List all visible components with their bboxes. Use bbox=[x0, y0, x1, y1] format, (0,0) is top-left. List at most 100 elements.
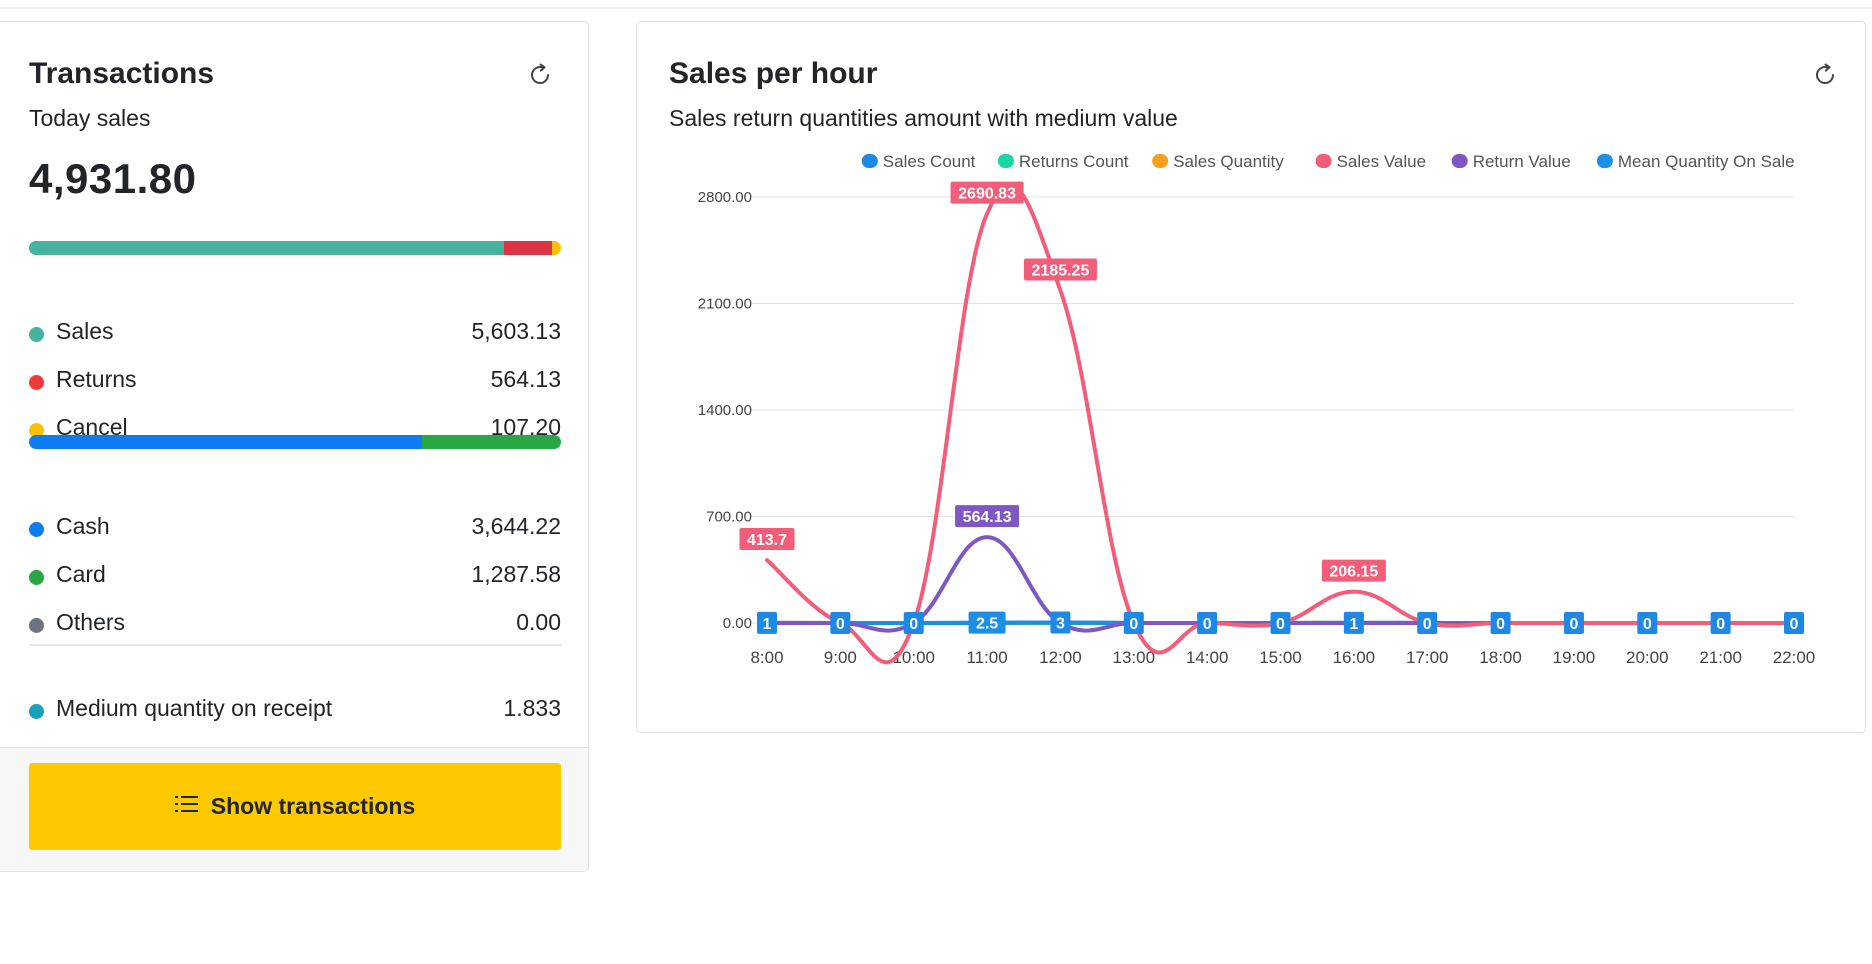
data-label-box bbox=[757, 611, 777, 634]
refresh-icon[interactable] bbox=[527, 62, 553, 88]
payment-row-cash: Cash 3,644.22 bbox=[29, 513, 561, 543]
x-tick-label: 10:00 bbox=[892, 648, 935, 667]
row-value: 5,603.13 bbox=[471, 318, 561, 344]
data-label-box bbox=[1343, 611, 1364, 634]
data-label: 0 bbox=[1790, 616, 1799, 633]
x-tick-label: 20:00 bbox=[1626, 648, 1669, 667]
legend-entry: Sales Value bbox=[1337, 152, 1426, 171]
x-tick-label: 16:00 bbox=[1333, 648, 1376, 667]
sales-per-hour-card: Sales per hour Sales return quantities a… bbox=[636, 21, 1866, 733]
sales-dot bbox=[29, 327, 44, 342]
row-label: Others bbox=[56, 609, 126, 635]
legend-entry: Sales Quantity bbox=[1173, 152, 1284, 171]
data-label: 0 bbox=[836, 616, 845, 633]
y-tick-label: 1400.00 bbox=[698, 402, 752, 419]
y-tick-label: 2800.00 bbox=[698, 189, 752, 206]
data-label-box bbox=[1321, 559, 1386, 582]
data-label: 0 bbox=[1423, 616, 1432, 633]
list-icon bbox=[174, 793, 199, 821]
legend-entry: Returns Count bbox=[1019, 152, 1129, 171]
bar-segment-cancel bbox=[551, 241, 561, 255]
x-tick-label: 9:00 bbox=[824, 648, 857, 667]
data-label: 3 bbox=[1056, 616, 1065, 633]
card-dot bbox=[29, 570, 44, 585]
button-label: Show transactions bbox=[210, 793, 416, 819]
data-label-box bbox=[1563, 612, 1584, 634]
data-label-box bbox=[830, 612, 851, 634]
data-label-box bbox=[1270, 612, 1291, 634]
legend-entry: Sales Count bbox=[883, 152, 976, 171]
data-label-box bbox=[1417, 612, 1438, 634]
data-label-box bbox=[1123, 612, 1144, 634]
row-value: 3,644.22 bbox=[471, 513, 561, 539]
x-tick-label: 11:00 bbox=[966, 648, 1007, 667]
bar-segment-sales bbox=[29, 241, 505, 255]
status-progress-bar bbox=[29, 241, 561, 255]
refresh-icon[interactable] bbox=[1812, 62, 1838, 88]
x-tick-label: 18:00 bbox=[1479, 648, 1522, 667]
data-label: 0 bbox=[1129, 616, 1138, 633]
x-tick-label: 19:00 bbox=[1553, 648, 1596, 667]
x-tick-label: 21:00 bbox=[1699, 648, 1742, 667]
data-label-box bbox=[1637, 612, 1658, 634]
data-label-box bbox=[739, 528, 795, 551]
row-value: 1.833 bbox=[503, 695, 561, 721]
bar-segment-returns bbox=[504, 241, 552, 255]
bar-segment-cash bbox=[29, 435, 423, 449]
data-label: 0 bbox=[1716, 616, 1725, 633]
legend-swatch bbox=[1451, 154, 1468, 168]
data-label-box bbox=[1197, 612, 1218, 634]
data-label-box bbox=[1710, 612, 1731, 634]
cash-dot bbox=[29, 522, 44, 537]
data-label-box bbox=[1023, 258, 1097, 281]
payment-row-others: Others 0.00 bbox=[29, 609, 561, 639]
show-transactions-button[interactable]: Show transactions bbox=[29, 763, 561, 850]
sales-line-chart: 2800.00 2100.00 1400.00 700.00 0.00 8:00 9:00 1… bbox=[698, 152, 1816, 667]
x-tick-label: 14:00 bbox=[1186, 648, 1229, 667]
payment-row-card: Card 1,287.58 bbox=[29, 561, 561, 591]
card-subtitle: Sales return quantities amount with medi… bbox=[669, 105, 1178, 131]
data-label-box bbox=[1050, 611, 1071, 634]
bar-segment-card bbox=[422, 435, 561, 449]
medium-quantity-row: Medium quantity on receipt 1.833 bbox=[29, 695, 561, 725]
legend-swatch bbox=[1315, 154, 1332, 168]
legend-entry: Mean Quantity On Sale bbox=[1618, 152, 1795, 171]
x-tick-label: 15:00 bbox=[1259, 648, 1302, 667]
data-label-box bbox=[1784, 612, 1804, 634]
row-label: Medium quantity on receipt bbox=[56, 695, 333, 721]
card-subtitle: Today sales bbox=[29, 105, 151, 131]
data-label: 0 bbox=[1496, 616, 1505, 633]
data-label: 413.7 bbox=[747, 532, 787, 549]
series-line-sales-value bbox=[765, 183, 1796, 665]
others-dot bbox=[29, 618, 44, 633]
legend-entry: Return Value bbox=[1473, 152, 1571, 171]
data-label-box bbox=[903, 612, 924, 634]
payment-progress-bar bbox=[29, 435, 561, 449]
y-tick-label: 2100.00 bbox=[698, 296, 752, 313]
data-label-box bbox=[968, 611, 1006, 634]
row-label: Returns bbox=[56, 366, 137, 392]
top-divider bbox=[0, 0, 1872, 9]
returns-dot bbox=[29, 375, 44, 390]
row-label: Sales bbox=[56, 318, 114, 344]
card-title: Transactions bbox=[29, 57, 215, 90]
status-row-returns: Returns 564.13 bbox=[29, 366, 561, 396]
legend-swatch bbox=[1152, 154, 1169, 168]
data-label: 1 bbox=[763, 616, 772, 633]
cancel-dot bbox=[29, 423, 44, 438]
data-label: 2.5 bbox=[976, 616, 998, 633]
legend-swatch bbox=[1596, 154, 1613, 168]
row-label: Cash bbox=[56, 513, 110, 539]
data-label: 206.15 bbox=[1329, 564, 1378, 581]
x-tick-label: 12:00 bbox=[1039, 648, 1082, 667]
data-label: 0 bbox=[1203, 616, 1212, 633]
y-tick-label: 700.00 bbox=[706, 509, 752, 526]
medium-dot bbox=[29, 704, 44, 719]
divider bbox=[29, 644, 561, 646]
row-label: Card bbox=[56, 561, 106, 587]
row-value: 564.13 bbox=[490, 366, 561, 392]
data-label-box bbox=[950, 181, 1024, 204]
card-title: Sales per hour bbox=[669, 57, 878, 90]
data-label: 0 bbox=[1569, 616, 1578, 633]
row-value: 0.00 bbox=[516, 609, 561, 635]
